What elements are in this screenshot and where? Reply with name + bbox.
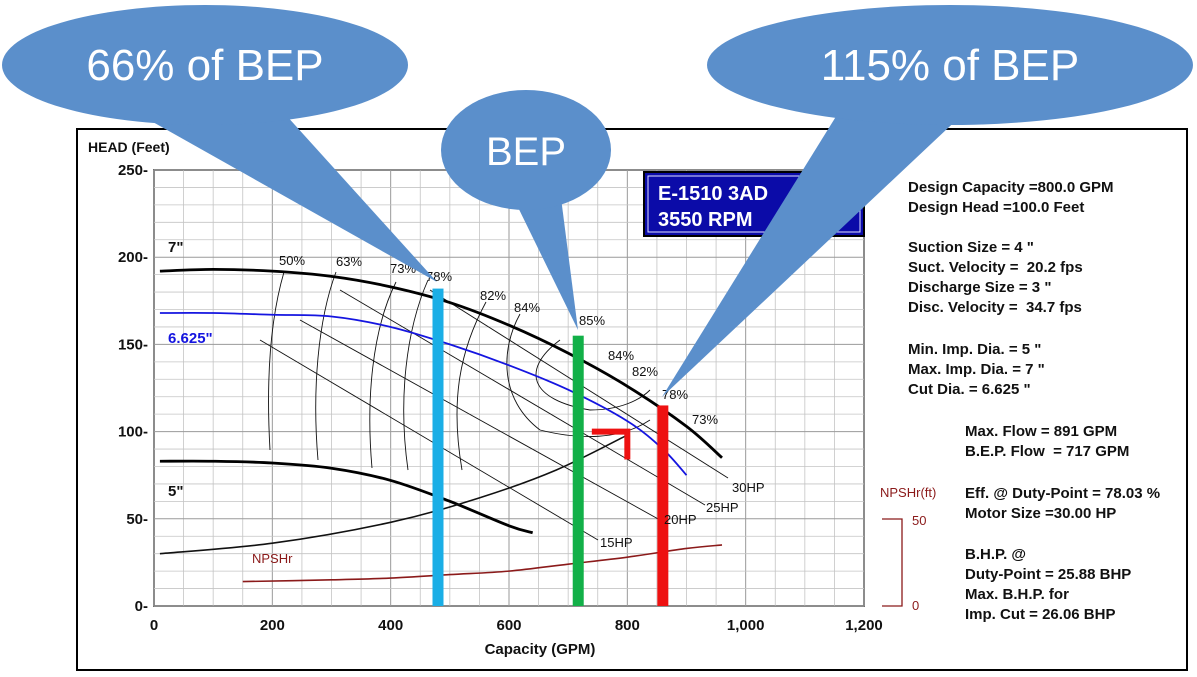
callout-left-text: 66% of BEP — [86, 41, 323, 90]
system-curve — [159, 434, 628, 555]
axis-ticks: 0 200 400 600 800 1,000 1,200 0- 50- 100- 150- 200-… — [118, 162, 883, 634]
label-6625in: 6.625" — [168, 330, 213, 347]
eff-iso-73 — [369, 281, 397, 469]
marker-115-of-bep — [657, 405, 669, 606]
x-axis-title: Capacity (GPM) — [485, 641, 596, 658]
y-tick-label: 150- — [118, 336, 148, 353]
y-tick-label: 0- — [135, 598, 148, 615]
y-tick-label: 100- — [118, 424, 148, 441]
hp-label: 15HP — [600, 535, 633, 550]
series-line-5 — [159, 459, 534, 535]
grid — [153, 169, 865, 607]
eff-label: 85% — [579, 313, 605, 328]
spec-min-imp: Min. Imp. Dia. = 5 " — [908, 341, 1042, 358]
eff-label: 78% — [662, 387, 688, 402]
x-tick-label: 1,000 — [727, 617, 765, 634]
label-5in: 5" — [168, 483, 183, 500]
callout-middle: BEP — [441, 90, 611, 330]
y-tick-label: 200- — [118, 249, 148, 266]
spec-design-capacity: Design Capacity =800.0 GPM — [908, 179, 1114, 196]
series-line-npshr — [242, 544, 723, 583]
callout-middle-text: BEP — [486, 130, 566, 174]
spec-suction-size: Suction Size = 4 " — [908, 239, 1034, 256]
eff-iso-50 — [268, 271, 285, 451]
spec-imp-cut: Imp. Cut = 26.06 BHP — [965, 606, 1116, 623]
power-labels: 30HP 25HP 20HP 15HP — [600, 480, 765, 550]
spec-max-imp: Max. Imp. Dia. = 7 " — [908, 361, 1045, 378]
eff-label: 82% — [632, 364, 658, 379]
spec-suct-velocity: Suct. Velocity = 20.2 fps — [908, 259, 1083, 276]
y-tick-label: 50- — [126, 511, 148, 528]
spec-bhp-at: B.H.P. @ — [965, 546, 1027, 563]
y-tick-label: 250- — [118, 162, 148, 179]
duty-point-marker — [591, 428, 631, 460]
eff-label: 84% — [514, 300, 540, 315]
marker-66-of-bep — [432, 288, 444, 606]
series-curves — [159, 268, 723, 583]
hp-label: 25HP — [706, 500, 739, 515]
markers — [432, 288, 669, 606]
marker-bep — [572, 335, 584, 606]
hp-label: 20HP — [664, 512, 697, 527]
series-line-7 — [159, 268, 723, 459]
eff-label: 63% — [336, 254, 362, 269]
x-tick-label: 600 — [496, 617, 521, 634]
x-tick-label: 800 — [615, 617, 640, 634]
eff-iso-63 — [315, 271, 337, 461]
spec-max-flow: Max. Flow = 891 GPM — [965, 423, 1118, 440]
x-tick-label: 200 — [260, 617, 285, 634]
npsh-tick-0: 0 — [912, 598, 919, 613]
eff-iso-78 — [403, 279, 429, 471]
eff-label: 82% — [480, 288, 506, 303]
spec-design-head: Design Head =100.0 Feet — [908, 199, 1085, 216]
spec-cut-dia: Cut Dia. = 6.625 " — [908, 381, 1031, 398]
hp-line-20 — [299, 319, 661, 521]
callout-right-text: 115% of BEP — [821, 41, 1079, 90]
y-axis-title: HEAD (Feet) — [88, 139, 170, 155]
hp-line-15 — [259, 339, 599, 541]
label-7in: 7" — [168, 239, 183, 256]
x-tick-label: 0 — [150, 617, 158, 634]
eff-label: 50% — [279, 253, 305, 268]
spec-max-bhp-for: Max. B.H.P. for — [965, 586, 1069, 603]
spec-discharge-size: Discharge Size = 3 " — [908, 279, 1052, 296]
spec-disc-velocity: Disc. Velocity = 34.7 fps — [908, 299, 1082, 316]
label-npshr-curve: NPSHr — [252, 551, 293, 566]
series-line-6625 — [159, 311, 688, 476]
model-rpm: 3550 RPM — [658, 209, 753, 231]
spec-bep-flow: B.E.P. Flow = 717 GPM — [965, 443, 1130, 460]
npsh-axis-title: NPSHr(ft) — [880, 485, 936, 500]
callout-right: 115% of BEP — [662, 5, 1193, 397]
npsh-axis: NPSHr(ft) 50 0 — [880, 485, 936, 613]
eff-label: 78% — [426, 269, 452, 284]
hp-label: 30HP — [732, 480, 765, 495]
eff-label: 84% — [608, 348, 634, 363]
callout-left: 66% of BEP — [2, 5, 437, 282]
spec-eff-duty: Eff. @ Duty-Point = 78.03 % — [965, 485, 1161, 502]
eff-iso-82 — [456, 301, 487, 471]
spec-bhp-duty: Duty-Point = 25.88 BHP — [965, 566, 1132, 583]
hp-line-25 — [339, 289, 706, 506]
x-tick-label: 400 — [378, 617, 403, 634]
spec-motor-size: Motor Size =30.00 HP — [965, 505, 1117, 522]
eff-label: 73% — [692, 412, 718, 427]
model-name: E-1510 3AD — [658, 183, 768, 205]
npsh-tick-50: 50 — [912, 513, 926, 528]
x-tick-label: 1,200 — [845, 617, 883, 634]
